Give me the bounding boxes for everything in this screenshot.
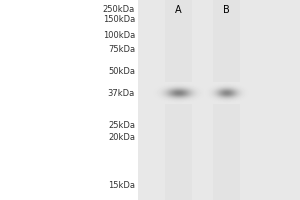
Text: 25kDa: 25kDa xyxy=(108,121,135,130)
Bar xyxy=(138,0,300,200)
Text: A: A xyxy=(175,5,182,15)
Text: 150kDa: 150kDa xyxy=(103,15,135,23)
Text: 20kDa: 20kDa xyxy=(108,132,135,142)
Bar xyxy=(165,0,192,200)
Text: 100kDa: 100kDa xyxy=(103,30,135,40)
Text: 15kDa: 15kDa xyxy=(108,180,135,190)
Bar xyxy=(213,0,240,200)
Text: 50kDa: 50kDa xyxy=(108,68,135,76)
Text: 75kDa: 75kDa xyxy=(108,45,135,53)
Text: 37kDa: 37kDa xyxy=(108,88,135,98)
Text: 250kDa: 250kDa xyxy=(103,4,135,14)
Text: B: B xyxy=(223,5,230,15)
